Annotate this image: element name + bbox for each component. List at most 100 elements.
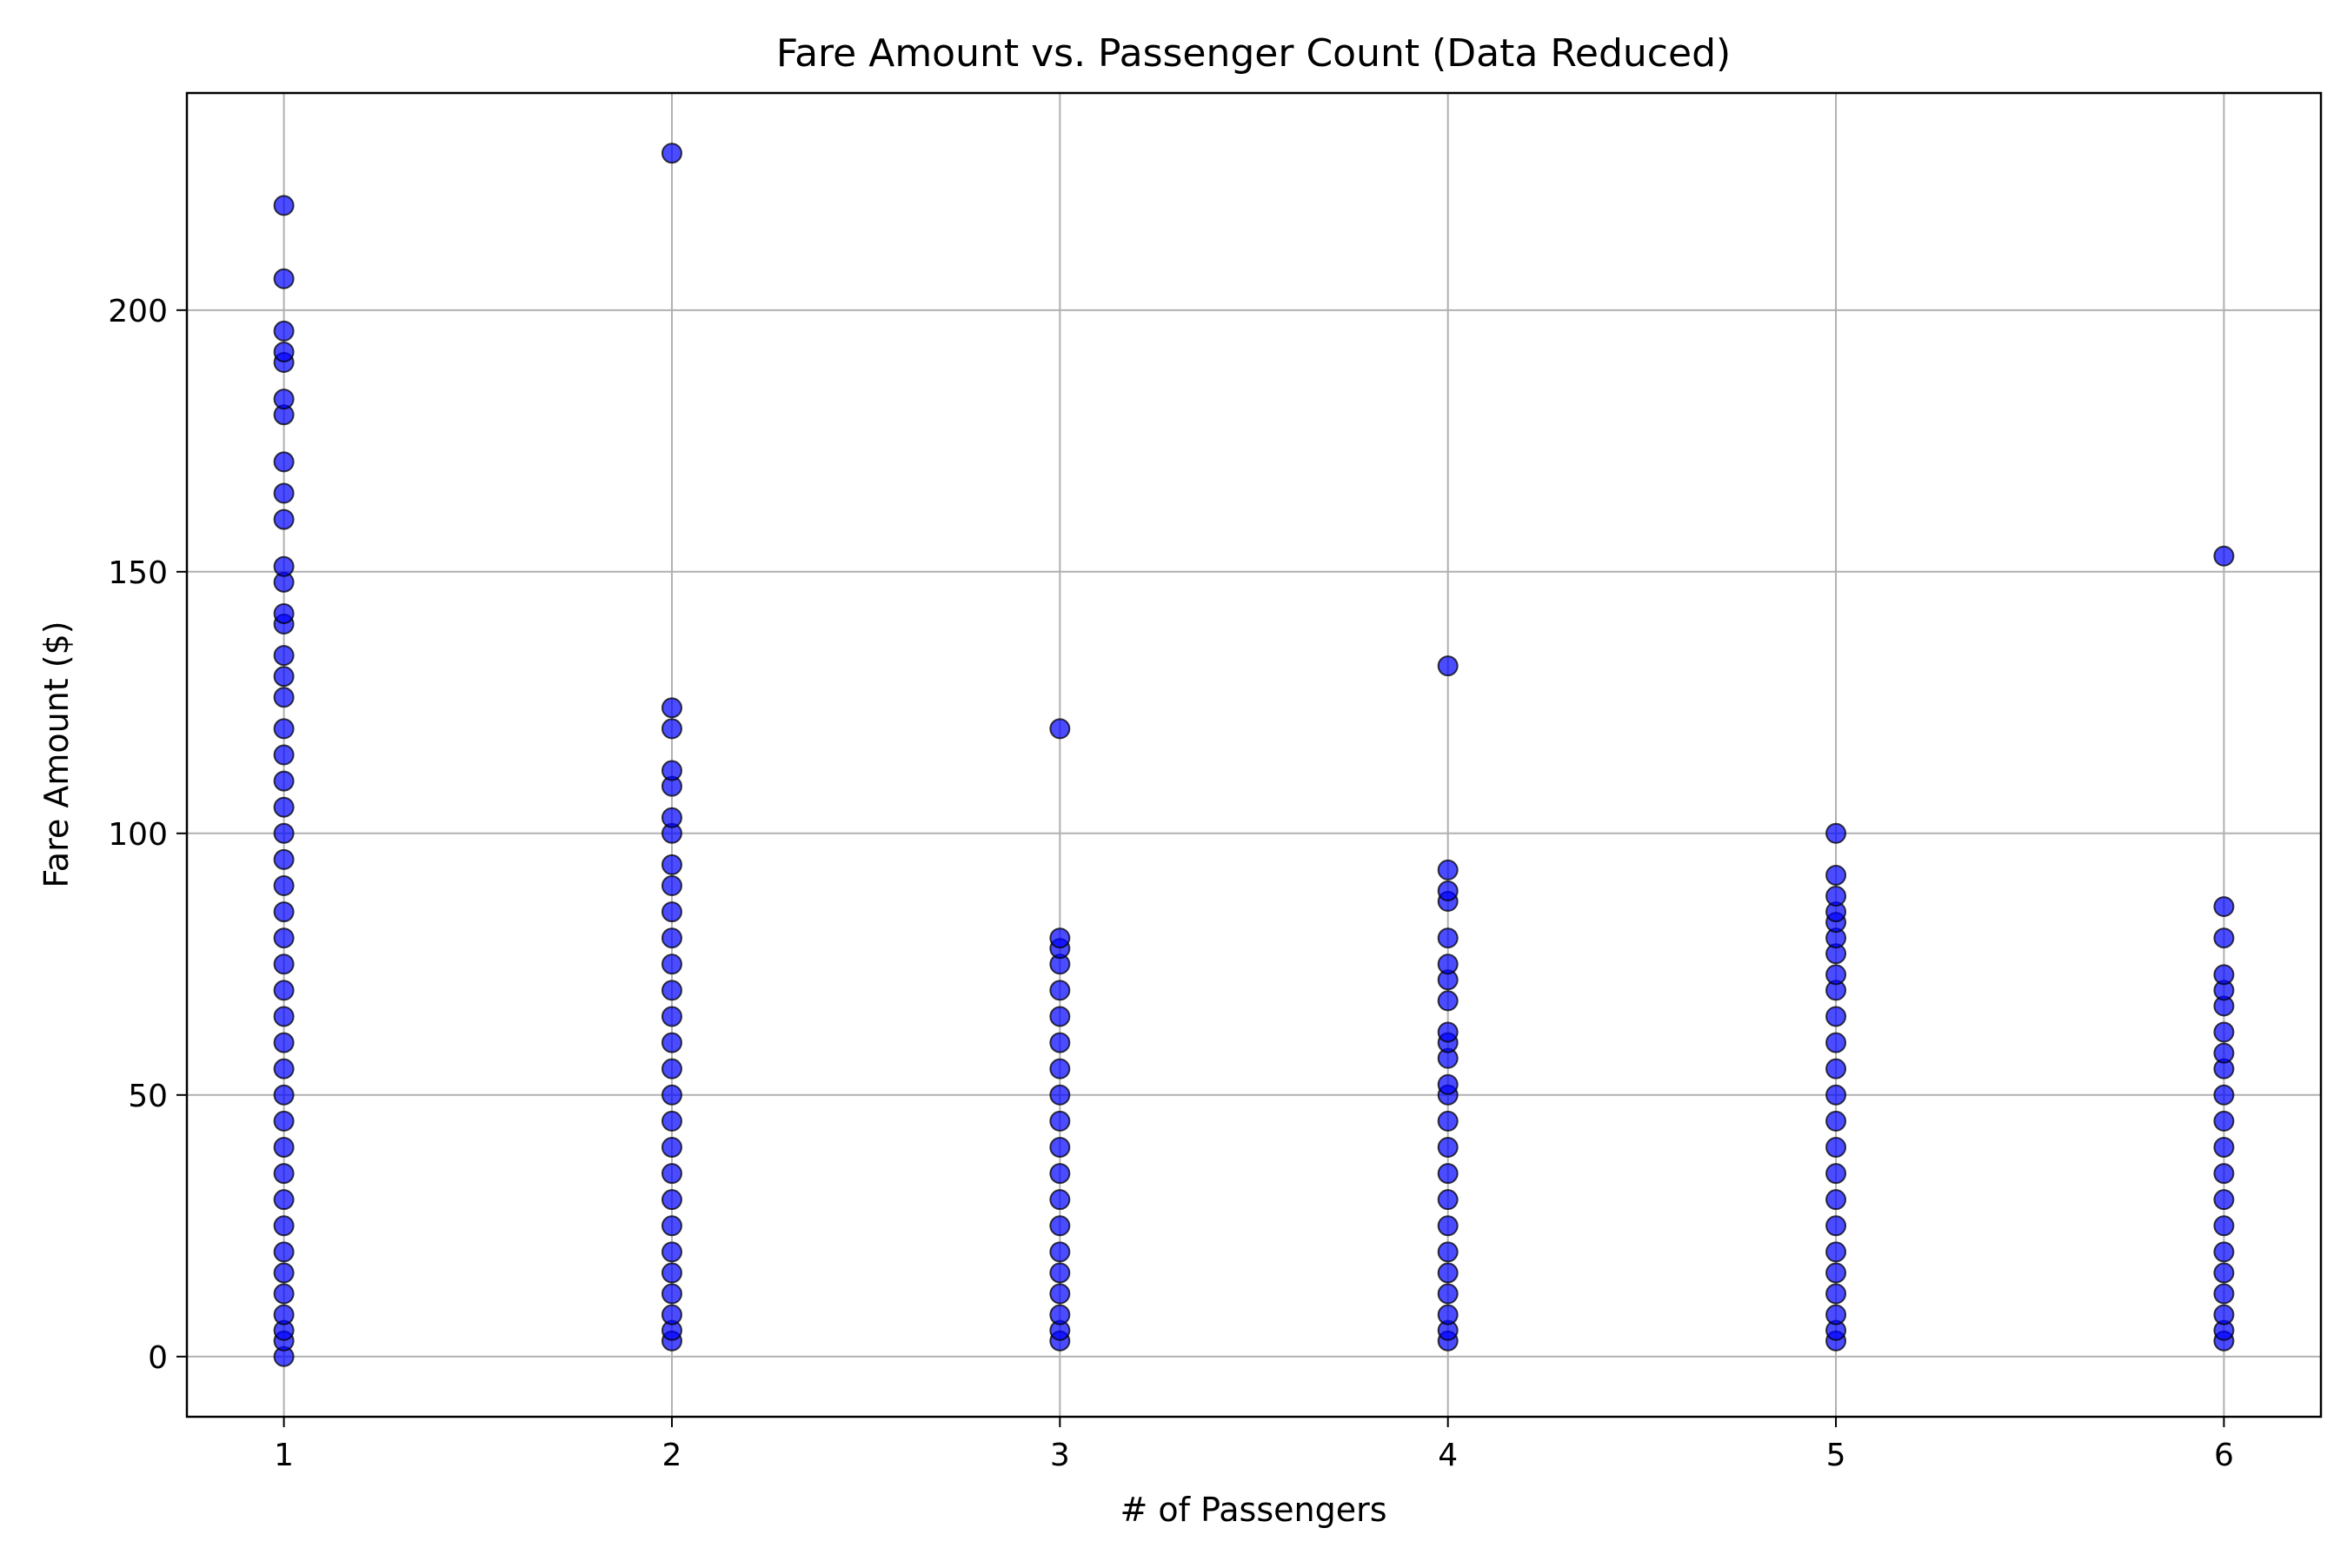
data-point <box>1437 1241 1459 1263</box>
data-point <box>1049 1084 1071 1106</box>
data-point <box>273 848 295 870</box>
data-point <box>661 143 682 164</box>
data-point <box>273 451 295 473</box>
data-point <box>273 666 295 688</box>
data-point <box>273 1136 295 1158</box>
y-tick-label: 200 <box>108 294 168 329</box>
data-point <box>2213 964 2235 986</box>
data-point <box>1825 1163 1847 1185</box>
x-tick-label: 6 <box>2214 1438 2234 1473</box>
data-point <box>661 1136 682 1158</box>
data-point <box>1825 822 1847 844</box>
data-point <box>661 854 682 875</box>
data-point <box>1049 1304 1071 1325</box>
data-point <box>273 901 295 923</box>
data-point <box>1049 718 1071 740</box>
data-point <box>273 341 295 362</box>
data-point <box>2213 1042 2235 1064</box>
x-axis-label: # of Passengers <box>1120 1491 1386 1529</box>
data-point <box>661 1241 682 1263</box>
data-point <box>661 1163 682 1185</box>
data-point <box>273 1215 295 1237</box>
y-tick-label: 150 <box>108 555 168 591</box>
data-point <box>273 927 295 949</box>
data-point <box>273 980 295 1001</box>
data-point <box>1049 1006 1071 1027</box>
data-point <box>2213 1262 2235 1284</box>
y-tick-label: 100 <box>108 817 168 853</box>
data-point <box>661 953 682 975</box>
data-point <box>2213 896 2235 918</box>
x-tick-label: 4 <box>1438 1438 1458 1473</box>
data-point <box>1825 1283 1847 1305</box>
data-point <box>273 874 295 896</box>
data-point <box>273 1084 295 1106</box>
data-point <box>1437 1110 1459 1132</box>
data-point <box>1049 980 1071 1001</box>
data-point <box>661 1110 682 1132</box>
data-point <box>273 1110 295 1132</box>
data-point <box>2213 1241 2235 1263</box>
data-point <box>2213 1215 2235 1237</box>
data-point <box>1437 859 1459 880</box>
data-point <box>1437 1189 1459 1211</box>
data-point <box>1437 1283 1459 1305</box>
data-point <box>273 482 295 504</box>
data-point <box>273 645 295 667</box>
data-point <box>273 555 295 577</box>
data-point <box>661 1215 682 1237</box>
data-point <box>273 1304 295 1325</box>
data-points <box>273 143 2235 1367</box>
x-tick-label: 1 <box>274 1438 294 1473</box>
data-point <box>2213 1110 2235 1132</box>
data-point <box>661 980 682 1001</box>
data-point <box>661 1084 682 1106</box>
data-point <box>1825 1032 1847 1053</box>
data-point <box>2213 1283 2235 1305</box>
data-point <box>1437 1021 1459 1043</box>
data-point <box>661 874 682 896</box>
data-point <box>273 320 295 342</box>
data-point <box>1437 1304 1459 1325</box>
data-point <box>1437 655 1459 677</box>
data-point <box>661 760 682 781</box>
data-point <box>273 1032 295 1053</box>
data-point <box>2213 1084 2235 1106</box>
data-point <box>2213 1304 2235 1325</box>
data-point <box>1825 1006 1847 1027</box>
data-point <box>661 718 682 740</box>
data-point <box>661 1283 682 1305</box>
data-point <box>273 195 295 216</box>
data-point <box>661 1032 682 1053</box>
data-point <box>2213 1136 2235 1158</box>
data-point <box>1825 886 1847 907</box>
data-point <box>273 953 295 975</box>
data-point <box>661 1006 682 1027</box>
data-point <box>273 796 295 818</box>
data-point <box>661 1189 682 1211</box>
data-point <box>1049 1136 1071 1158</box>
data-point <box>1049 1032 1071 1053</box>
data-point <box>1049 927 1071 949</box>
data-point <box>1437 953 1459 975</box>
data-point <box>1825 1215 1847 1237</box>
data-point <box>2213 1021 2235 1043</box>
data-point <box>273 1163 295 1185</box>
data-point <box>1437 1073 1459 1095</box>
data-point <box>273 1241 295 1263</box>
data-point <box>1825 1241 1847 1263</box>
data-point <box>661 901 682 923</box>
data-point <box>273 718 295 740</box>
x-tick-label: 3 <box>1050 1438 1070 1473</box>
y-axis-label: Fare Amount ($) <box>37 621 76 887</box>
y-tick-label: 50 <box>128 1079 168 1114</box>
data-point <box>2213 545 2235 567</box>
data-point <box>1825 864 1847 886</box>
data-point <box>273 1189 295 1211</box>
data-point <box>1049 1189 1071 1211</box>
data-point <box>273 602 295 624</box>
plot-area-frame <box>185 91 2323 1419</box>
data-point <box>661 697 682 719</box>
